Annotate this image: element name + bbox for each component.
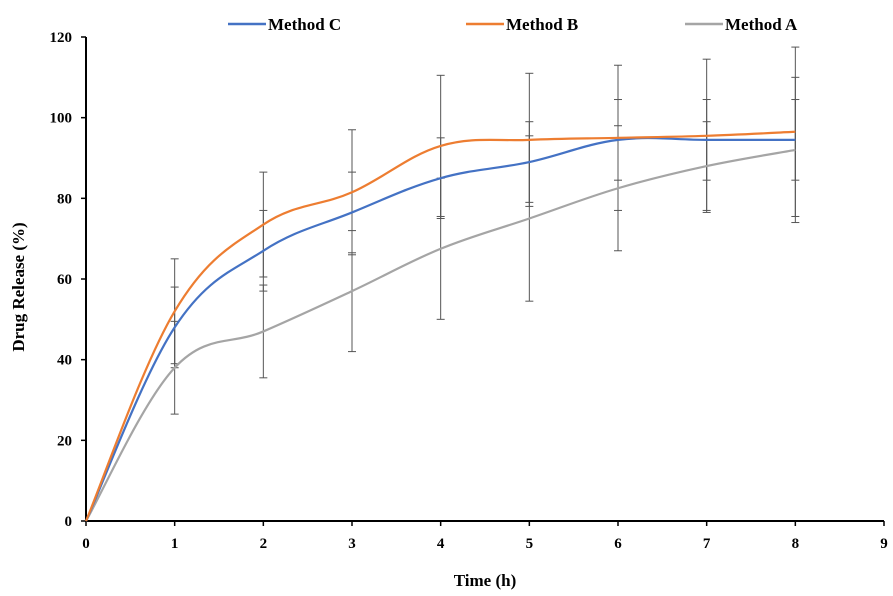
series-line-method-a: [85, 148, 796, 522]
y-axis-title: Drug Release (%): [9, 222, 28, 351]
x-tick-label: 2: [260, 536, 268, 552]
x-tick-label: 4: [437, 536, 445, 552]
error-bars: [170, 46, 800, 415]
axes: [85, 37, 884, 522]
series-line-method-c: [84, 136, 796, 522]
legend-label: Method A: [725, 15, 798, 34]
legend-label: Method C: [268, 15, 341, 34]
series-lines: [84, 130, 796, 522]
x-tick-label: 0: [82, 536, 90, 552]
y-tick-label: 80: [57, 191, 72, 207]
y-tick-label: 0: [65, 514, 73, 530]
legend-label: Method B: [506, 15, 578, 34]
y-tick-label: 20: [57, 433, 72, 449]
tick-labels: 0 20 40 60 80 100 120 0 1 2 3 4 5 6 7 8 9: [50, 30, 888, 552]
x-tick-label: 1: [171, 536, 179, 552]
x-tick-label: 5: [526, 536, 534, 552]
x-tick-label: 8: [792, 536, 800, 552]
x-axis-title: Time (h): [454, 571, 517, 590]
legend: Method C Method B Method A: [228, 15, 798, 34]
series-line-method-b: [84, 130, 796, 522]
x-tick-label: 7: [703, 536, 711, 552]
y-tick-label: 120: [50, 30, 73, 46]
x-tick-label: 3: [348, 536, 356, 552]
y-tick-label: 40: [57, 353, 72, 369]
y-tick-label: 60: [57, 272, 72, 288]
x-tick-label: 9: [880, 536, 888, 552]
x-tick-label: 6: [614, 536, 622, 552]
y-tick-label: 100: [50, 111, 73, 127]
